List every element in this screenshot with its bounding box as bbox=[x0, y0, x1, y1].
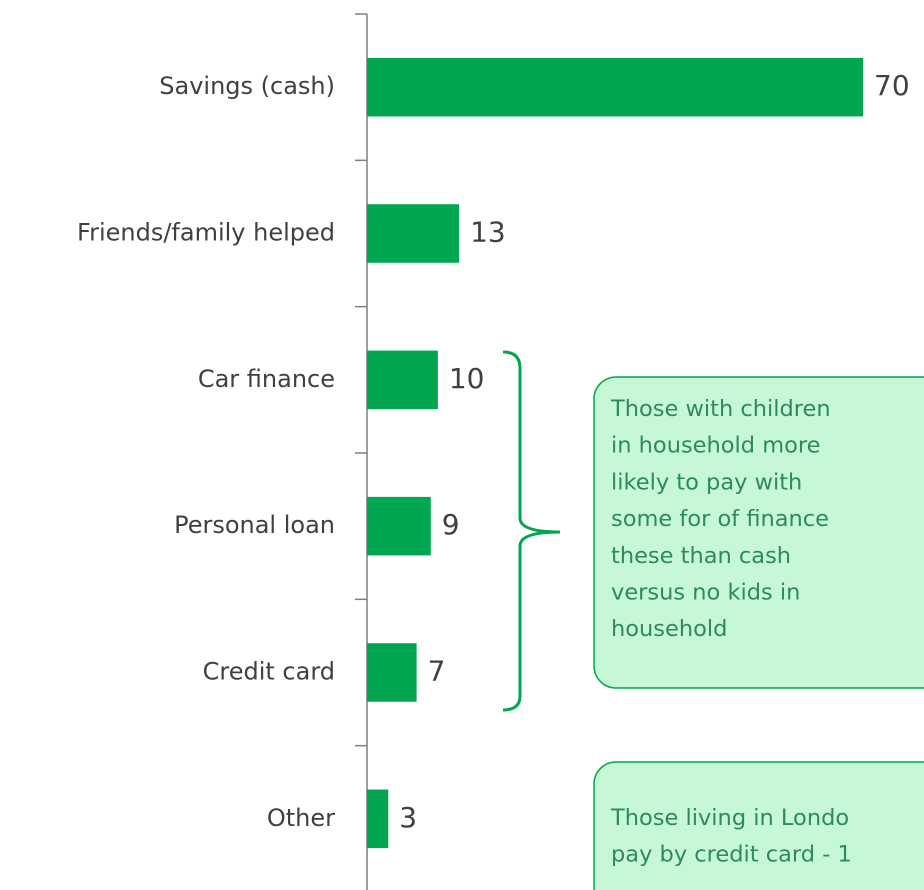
annotation-text: household bbox=[611, 616, 727, 642]
value-label: 70 bbox=[874, 69, 910, 102]
value-label: 10 bbox=[449, 362, 485, 395]
value-label: 3 bbox=[399, 801, 417, 834]
annotation-text: Those with children bbox=[610, 396, 831, 422]
annotation-text: versus no kids in bbox=[611, 580, 800, 606]
callout-box bbox=[593, 376, 924, 689]
category-label: Personal loan bbox=[174, 511, 335, 539]
bar bbox=[367, 57, 863, 117]
bar bbox=[367, 204, 460, 263]
annotation-text: likely to pay with bbox=[611, 469, 802, 495]
value-label: 13 bbox=[470, 216, 506, 249]
value-label: 7 bbox=[428, 655, 446, 688]
annotation-text: Those living in Londo bbox=[610, 805, 849, 831]
bar bbox=[367, 643, 417, 702]
annotation-text: pay by credit card - 1 bbox=[611, 842, 852, 868]
annotation-text: these than cash bbox=[611, 543, 791, 569]
bracket bbox=[502, 350, 561, 712]
callout-box bbox=[593, 761, 924, 890]
category-label: Other bbox=[267, 804, 335, 832]
category-label: Friends/family helped bbox=[77, 219, 335, 247]
bar bbox=[367, 350, 438, 410]
bar bbox=[367, 496, 431, 556]
category-label: Savings (cash) bbox=[159, 72, 335, 100]
annotation-text: some for of finance bbox=[611, 506, 829, 532]
value-label: 9 bbox=[442, 508, 460, 541]
category-label: Credit card bbox=[203, 658, 335, 686]
bar bbox=[367, 789, 389, 849]
annotation-text: in household more bbox=[611, 433, 821, 459]
category-label: Car finance bbox=[198, 365, 335, 393]
